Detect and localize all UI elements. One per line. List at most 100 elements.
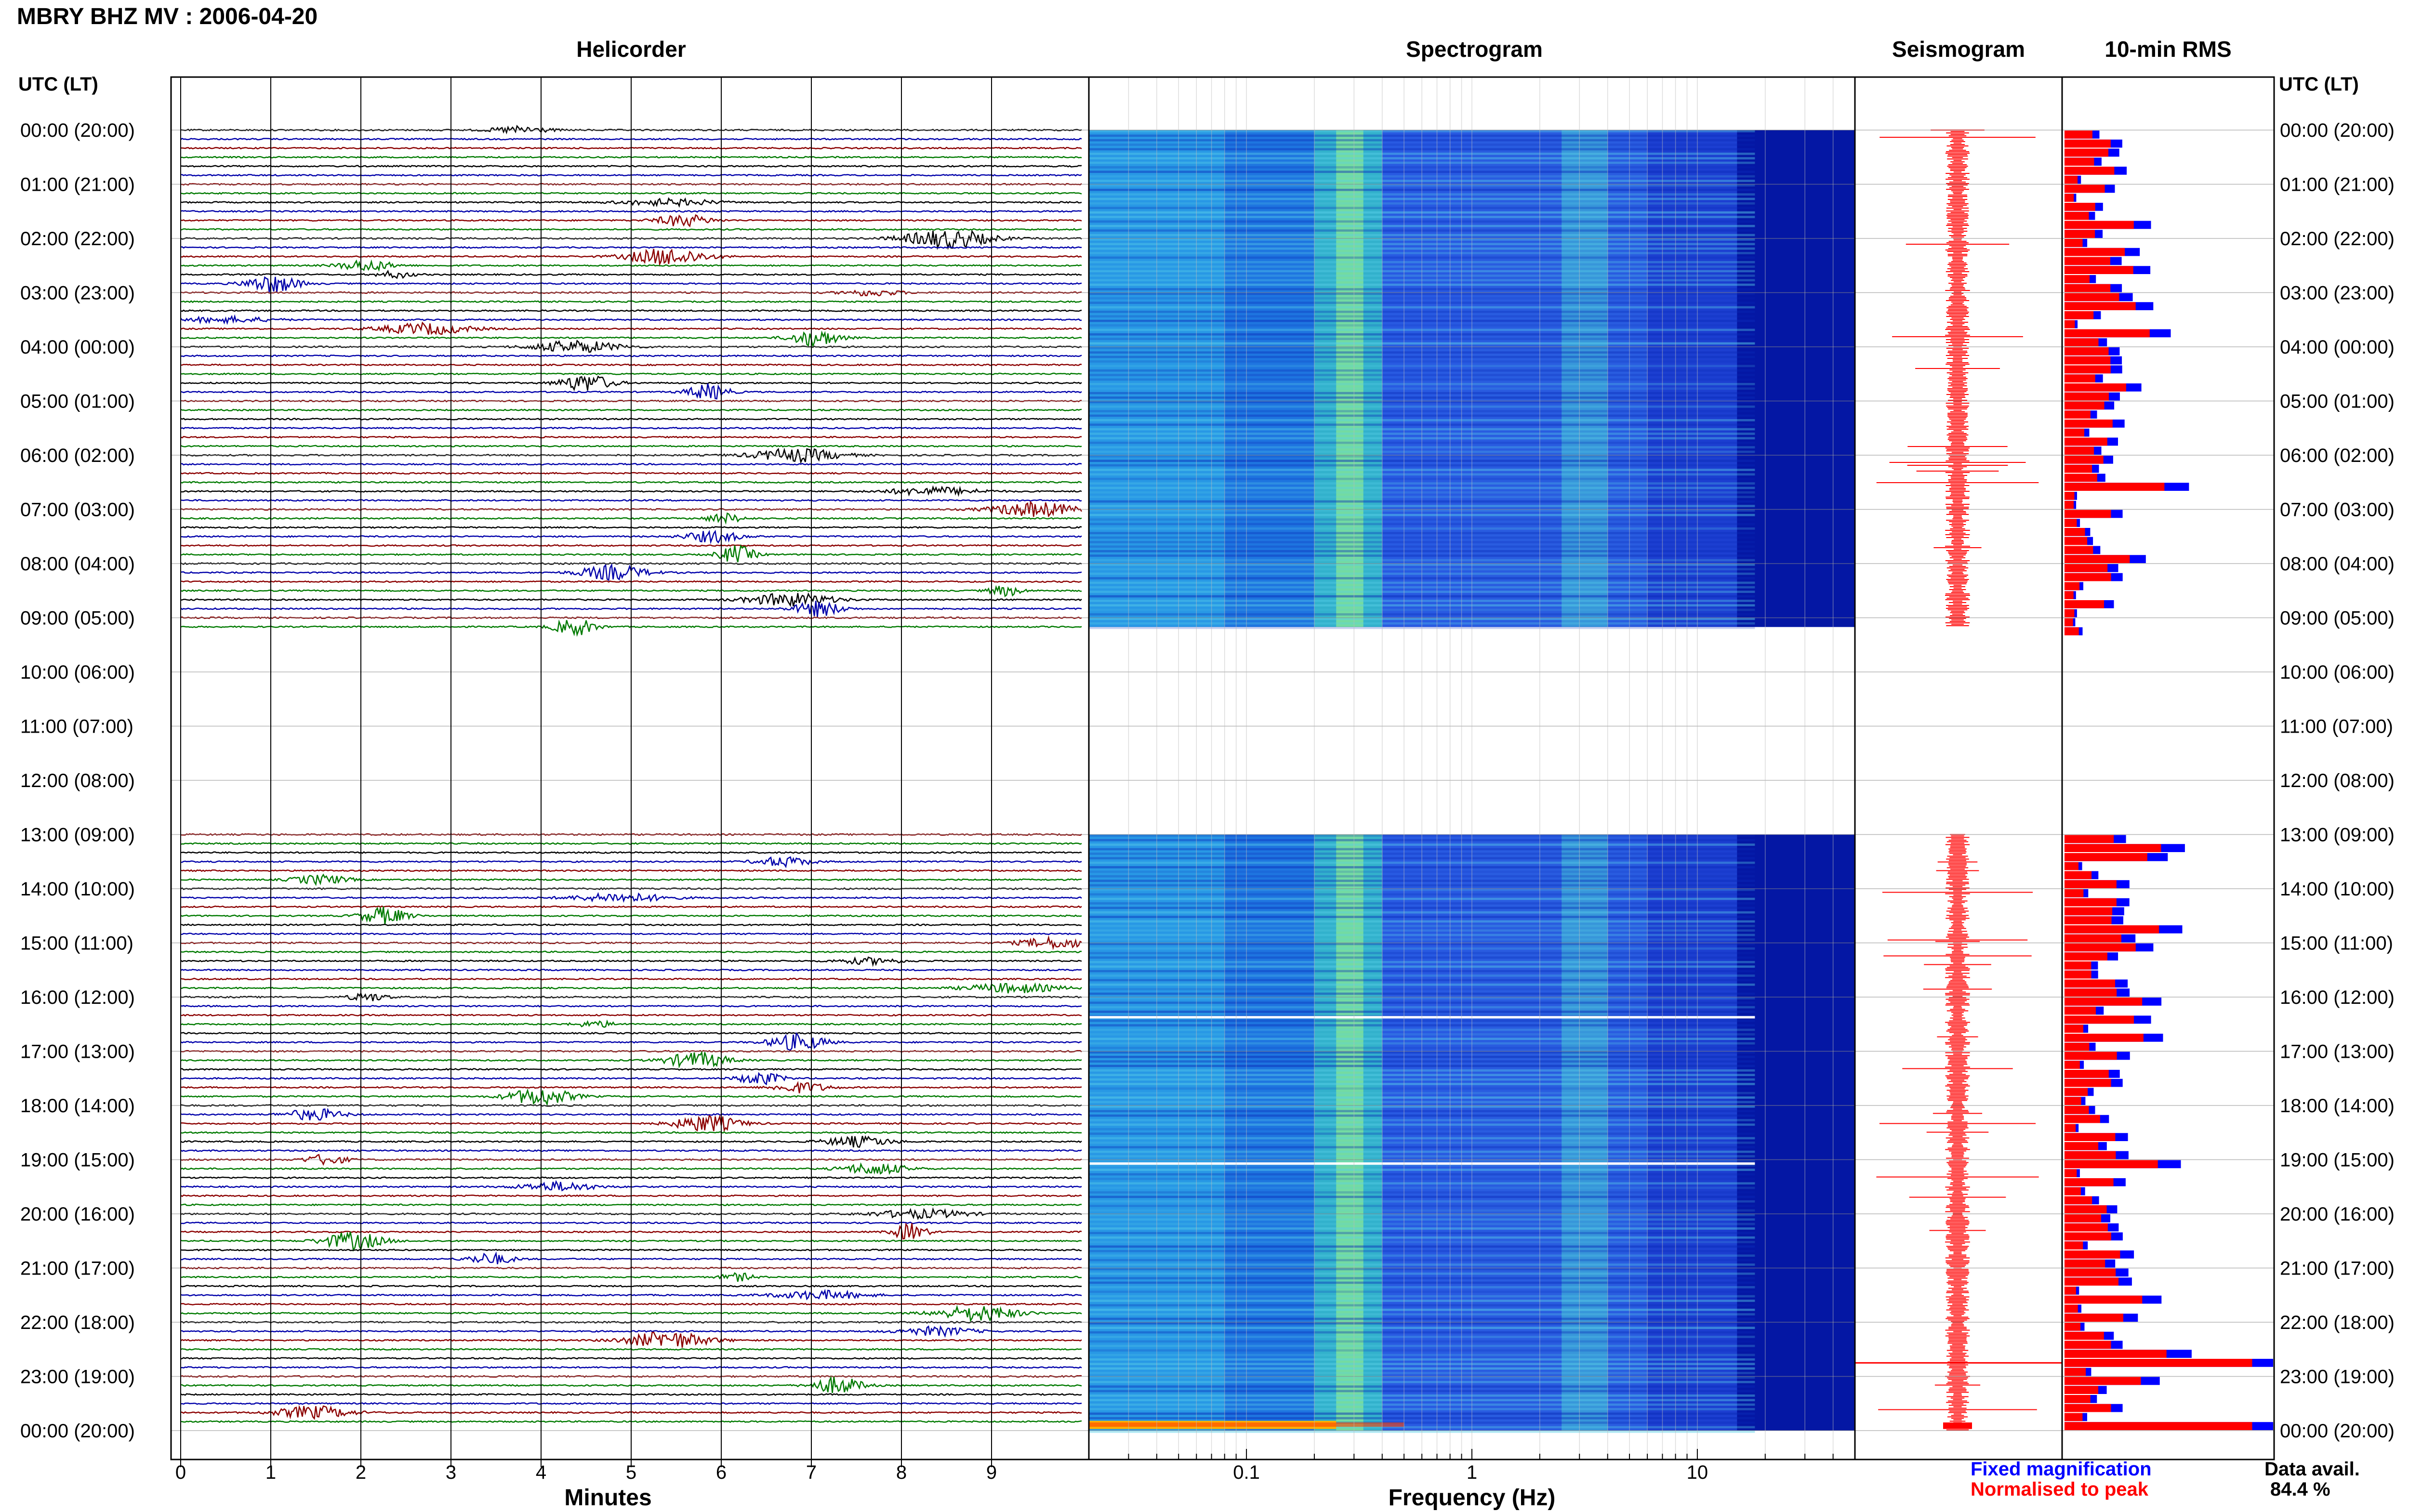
time-label-left: 19:00 (15:00) (20, 1150, 135, 1171)
time-label-left: 00:00 (20:00) (20, 1420, 135, 1442)
time-label-left: 18:00 (14:00) (20, 1095, 135, 1117)
rms-bar-normalised (2065, 284, 2111, 292)
spectrogram-band (1562, 834, 1608, 1431)
time-label-right: 12:00 (08:00) (2280, 770, 2395, 791)
rms-bar-normalised (2065, 943, 2136, 952)
time-label-left: 05:00 (01:00) (20, 391, 135, 412)
rms-bar-normalised (2065, 302, 2136, 310)
time-label-left: 00:00 (20:00) (20, 120, 135, 141)
time-label-left: 04:00 (00:00) (20, 337, 135, 358)
rms-bar-normalised (2065, 329, 2150, 338)
rms-bar-normalised (2065, 211, 2089, 220)
rms-bar-normalised (2065, 401, 2105, 410)
rms-bar-normalised (2065, 1359, 2252, 1367)
legend-fixed-magnification: Fixed magnification (1971, 1459, 2152, 1480)
rms-bar-normalised (2065, 1142, 2099, 1150)
rms-bar-normalised (2065, 175, 2078, 184)
rms-bar-normalised (2065, 383, 2126, 392)
rms-bar-normalised (2065, 546, 2093, 554)
time-label-left: 10:00 (06:00) (20, 662, 135, 683)
time-label-left: 06:00 (02:00) (20, 445, 135, 466)
time-label-right: 05:00 (01:00) (2280, 391, 2395, 412)
time-label-right: 14:00 (10:00) (2280, 879, 2395, 900)
time-label-right: 23:00 (19:00) (2280, 1367, 2395, 1388)
rms-bar-normalised (2065, 320, 2075, 329)
rms-bar-normalised (2065, 591, 2074, 599)
rms-bar-normalised (2065, 1367, 2086, 1376)
rms-bar-normalised (2065, 338, 2099, 346)
rms-bar-normalised (2065, 600, 2104, 608)
rms-bar-normalised (2065, 564, 2108, 572)
rms-bar-normalised (2065, 1232, 2111, 1241)
rms-bar-normalised (2065, 456, 2104, 464)
spectrogram-title: Spectrogram (1406, 37, 1543, 62)
rms-bar-normalised (2065, 1295, 2143, 1304)
rms-bar-normalised (2065, 934, 2121, 943)
rms-bar-normalised (2065, 437, 2107, 446)
rms-bar-normalised (2065, 1259, 2105, 1268)
rms-bar-normalised (2065, 907, 2113, 916)
time-label-left: 07:00 (03:00) (20, 500, 135, 521)
rms-bar-normalised (2065, 1268, 2116, 1277)
time-label-right: 16:00 (12:00) (2280, 987, 2395, 1008)
spectrogram-x-axis: 0.1 1 10 (1088, 1449, 1834, 1483)
time-label-left: 17:00 (13:00) (20, 1041, 135, 1063)
time-label-right: 15:00 (11:00) (2280, 933, 2393, 954)
rms-bar-normalised (2065, 1133, 2116, 1141)
rms-bar-normalised (2065, 1341, 2111, 1349)
rms-bar-normalised (2065, 356, 2111, 365)
spectrogram-band (1737, 834, 1855, 1431)
spectrogram-band (1472, 130, 1648, 627)
time-label-right: 10:00 (06:00) (2280, 662, 2395, 683)
rms-bar-normalised (2065, 1124, 2076, 1132)
rms-bar-normalised (2065, 1350, 2167, 1358)
rms-bar-normalised (2065, 1088, 2088, 1096)
rms-bar-normalised (2065, 464, 2092, 473)
rms-bar-normalised (2065, 1106, 2089, 1114)
rms-bar-normalised (2065, 1331, 2104, 1340)
rms-bar-normalised (2065, 1070, 2109, 1078)
rms-bar-normalised (2065, 1034, 2144, 1042)
rms-bar-normalised (2065, 573, 2111, 581)
rms-bar-normalised (2065, 148, 2108, 157)
rms-bar-normalised (2065, 925, 2159, 933)
time-label-right: 22:00 (18:00) (2280, 1312, 2395, 1333)
rms-bar-normalised (2065, 510, 2111, 518)
time-label-left: 21:00 (17:00) (20, 1258, 135, 1279)
time-label-left: 12:00 (08:00) (20, 770, 135, 791)
rms-bar-normalised (2065, 275, 2090, 283)
rms-bar-normalised (2065, 293, 2119, 302)
time-label-left: 01:00 (21:00) (20, 174, 135, 196)
rms-bar-normalised (2065, 979, 2115, 988)
x-tick-label: 0.1 (1233, 1462, 1260, 1483)
rms-bar-normalised (2065, 248, 2125, 256)
figure-title: MBRY BHZ MV : 2006-04-20 (17, 4, 318, 29)
time-label-left: 11:00 (07:00) (20, 716, 133, 737)
time-label-right: 19:00 (15:00) (2280, 1150, 2395, 1171)
x-tick-label: 1 (1467, 1462, 1477, 1483)
rms-bar-normalised (2065, 528, 2085, 536)
rms-bar-normalised (2065, 853, 2147, 861)
spectrogram-band (1562, 130, 1608, 627)
rms-bar-normalised (2065, 158, 2094, 166)
x-tick-label: 8 (896, 1462, 907, 1483)
rms-bar-normalised (2065, 889, 2084, 897)
time-labels-left: 00:00 (20:00) 01:00 (21:00) 02:00 (22:00) 0… (20, 120, 135, 1442)
rms-bar-normalised (2065, 961, 2091, 970)
spectrogram-xlabel: Frequency (Hz) (1389, 1485, 1556, 1511)
rms-bar-normalised (2065, 1052, 2117, 1060)
rms-bar-normalised (2065, 835, 2114, 843)
rms-bar-normalised (2065, 1042, 2090, 1051)
rms-bar-normalised (2065, 970, 2091, 979)
spectrogram-band (1336, 130, 1363, 627)
rms-bar-normalised (2065, 1404, 2111, 1412)
time-label-left: 08:00 (04:00) (20, 553, 135, 575)
time-label-right: 06:00 (02:00) (2280, 445, 2395, 466)
rms-title: 10-min RMS (2105, 37, 2231, 62)
spectrogram-band (1382, 834, 1472, 1431)
legend-normalised-to-peak: Normalised to peak (1971, 1479, 2149, 1500)
rms-bar-normalised (2065, 230, 2095, 238)
x-tick-label: 10 (1687, 1462, 1708, 1483)
x-tick-label: 7 (806, 1462, 817, 1483)
